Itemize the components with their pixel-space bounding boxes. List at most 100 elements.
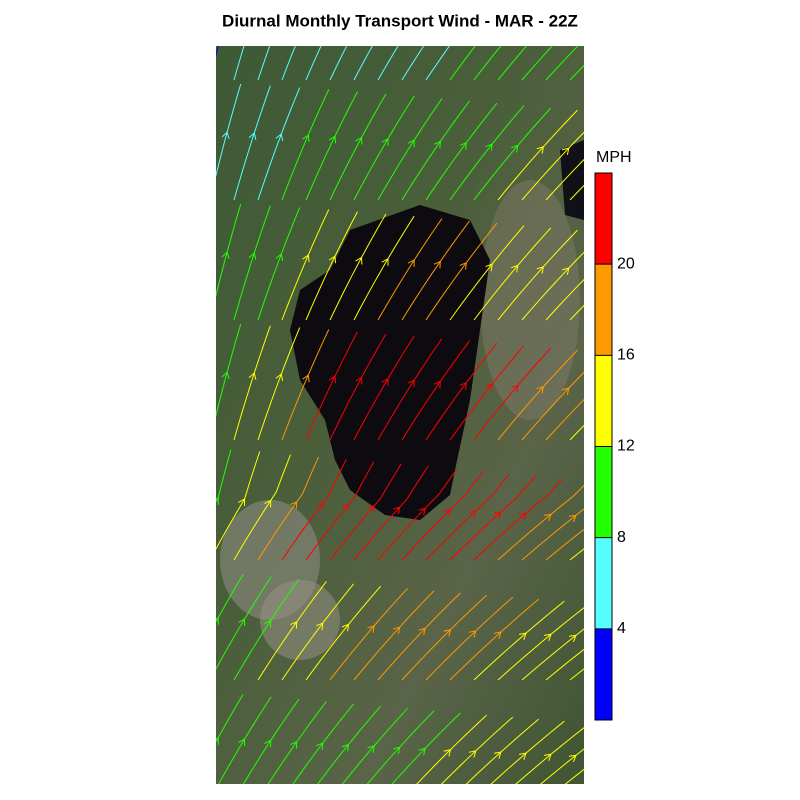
streamline (465, 718, 539, 784)
streamline (216, 451, 261, 550)
streamline (391, 712, 461, 784)
streamline-arrow (216, 616, 219, 625)
streamline (569, 304, 584, 321)
streamline-arrow (290, 620, 298, 629)
streamline (401, 100, 470, 201)
streamline (449, 598, 539, 681)
streamline-arrow (587, 149, 594, 156)
streamline (257, 327, 301, 441)
urban-area (260, 580, 340, 660)
streamline-arrow (643, 758, 650, 764)
streamline-arrow (643, 638, 650, 644)
streamline (186, 0, 211, 80)
streamline-arrow (381, 257, 389, 266)
streamline (425, 222, 498, 321)
streamline (305, 91, 358, 201)
streamline-arrow (216, 496, 219, 505)
streamline (473, 347, 552, 441)
colorbar-segment (595, 628, 612, 720)
streamline (449, 105, 525, 201)
streamline (186, 83, 211, 200)
streamline (281, 458, 347, 561)
streamline (257, 87, 301, 201)
streamline-arrow (619, 517, 626, 523)
streamline-arrow (248, 252, 257, 260)
streamline (521, 46, 553, 81)
streamline-arrow (392, 626, 401, 635)
streamline (449, 345, 525, 441)
streamline (218, 696, 272, 784)
streamline (570, 728, 666, 800)
streamline-arrow (485, 263, 493, 272)
streamline-arrow (619, 757, 626, 763)
streamline-arrow (381, 137, 389, 146)
mountain (480, 180, 580, 420)
streamline (242, 698, 300, 784)
streamline-arrow (561, 147, 570, 155)
streamline (377, 469, 457, 561)
streamline (162, 81, 181, 200)
streamline-arrow (418, 747, 426, 756)
streamline-arrow (238, 498, 246, 507)
streamline (497, 607, 584, 681)
streamline-arrow (328, 375, 337, 384)
streamline (353, 95, 415, 201)
streamline (329, 93, 387, 201)
streamline-arrow (238, 618, 246, 627)
streamline (449, 225, 525, 321)
streamline (186, 203, 211, 320)
streamline-arrow (407, 259, 415, 268)
colorbar-tick-label: 20 (617, 255, 635, 272)
streamline-arrow (381, 377, 389, 386)
map (162, 0, 682, 800)
streamline-arrow (221, 131, 230, 139)
streamline (497, 109, 578, 201)
streamline (569, 184, 584, 201)
streamline (216, 576, 272, 670)
streamline-arrow (407, 379, 415, 388)
streamline (401, 594, 488, 681)
streamline-arrow (195, 131, 202, 138)
streamline (490, 720, 565, 784)
streamline (305, 331, 358, 441)
streamline-arrow (168, 11, 175, 17)
streamline (353, 215, 415, 321)
streamline-arrow (536, 266, 545, 274)
streamline-arrow (248, 372, 257, 380)
streamline (305, 461, 375, 561)
streamline-arrow (302, 134, 310, 143)
streamline-arrow (316, 742, 324, 751)
streamline (425, 596, 514, 681)
colorbar-tick-label: 8 (617, 529, 626, 546)
streamline (545, 528, 584, 561)
streamline-arrow (568, 754, 577, 763)
streamline-arrow (468, 510, 477, 518)
streamline-arrow (355, 256, 363, 265)
streamline (329, 463, 402, 561)
streamline-arrow (613, 30, 620, 37)
streamline-arrow (221, 371, 230, 379)
streamline (521, 251, 584, 321)
streamline-arrow (275, 133, 284, 141)
streamline-arrow (341, 743, 350, 752)
streamline-arrow (168, 371, 175, 377)
streamline (329, 213, 387, 321)
streamline-arrow (216, 736, 219, 745)
streamline-arrow (341, 503, 350, 512)
colorbar-tick-label: 16 (617, 347, 635, 364)
streamline (377, 46, 399, 81)
streamline (473, 46, 502, 81)
streamline-arrow (587, 269, 594, 276)
colorbar-label: MPH (596, 149, 632, 166)
streamline-arrow (443, 748, 452, 757)
streamline-arrow (264, 619, 272, 628)
streamline-arrow (264, 499, 272, 508)
streamline-arrow (638, 152, 645, 159)
streamline-arrow (186, 737, 192, 744)
streamline-arrow (638, 32, 645, 39)
streamline (162, 692, 215, 800)
streamline (594, 0, 682, 80)
streamline-arrow (418, 507, 426, 516)
streamline-arrow (511, 384, 519, 393)
colorbar-segment (595, 537, 612, 629)
